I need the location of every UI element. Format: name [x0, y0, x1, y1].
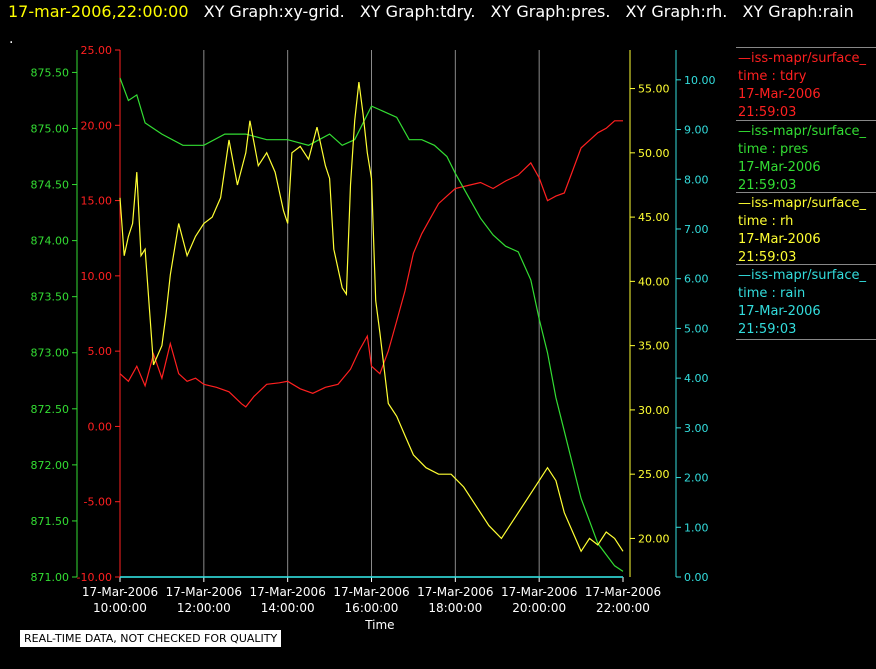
legend-pres: —iss-mapr/surface_ time : pres 17-Mar-20…	[736, 120, 876, 195]
x-tick-label-time: 14:00:00	[261, 601, 315, 615]
y-tick-label-rain: 7.00	[684, 223, 709, 236]
graph-title-rain: XY Graph:rain	[742, 2, 854, 21]
y-tick-label-tdry: -5.00	[84, 496, 112, 509]
y-tick-label-tdry: 20.00	[81, 119, 113, 132]
legend-separator	[736, 192, 876, 193]
legend-rh-var: time : rh	[738, 214, 794, 229]
legend-tdry-date: 17-Mar-2006	[738, 87, 821, 102]
x-tick-label-date: 17-Mar-2006	[501, 585, 577, 599]
legend-rain-date: 17-Mar-2006	[738, 304, 821, 319]
x-tick-label-time: 18:00:00	[428, 601, 482, 615]
y-tick-label-pres: 873.00	[31, 347, 70, 360]
y-tick-label-rain: 10.00	[684, 74, 716, 87]
legend-pres-time: 21:59:03	[738, 178, 797, 193]
y-tick-label-pres: 871.00	[31, 571, 70, 584]
legend-rh-time: 21:59:03	[738, 250, 797, 265]
y-tick-label-rain: 2.00	[684, 472, 709, 485]
y-tick-label-rh: 25.00	[638, 468, 670, 481]
x-tick-label-date: 17-Mar-2006	[333, 585, 409, 599]
y-tick-label-tdry: 25.00	[81, 44, 113, 57]
header-date: 17-mar-2006,22:00:00	[8, 2, 189, 21]
legend-rain-var: time : rain	[738, 286, 806, 301]
header-bar: 17-mar-2006,22:00:00 XY Graph:xy-grid. X…	[8, 2, 854, 21]
y-tick-label-rh: 55.00	[638, 83, 670, 96]
legend-tdry: —iss-mapr/surface_ time : tdry 17-Mar-20…	[736, 47, 876, 122]
x-tick-label-date: 17-Mar-2006	[249, 585, 325, 599]
x-tick-label-time: 12:00:00	[177, 601, 231, 615]
x-tick-label-date: 17-Mar-2006	[417, 585, 493, 599]
header-dot: .	[9, 31, 14, 47]
y-tick-label-tdry: 15.00	[81, 195, 113, 208]
y-tick-label-rain: 8.00	[684, 173, 709, 186]
y-tick-label-rain: 0.00	[684, 571, 709, 584]
graph-title-xy-grid: XY Graph:xy-grid.	[203, 2, 345, 21]
y-tick-label-rh: 50.00	[638, 147, 670, 160]
graph-title-pres: XY Graph:pres.	[490, 2, 611, 21]
y-tick-label-rain: 1.00	[684, 521, 709, 534]
legend-rain: —iss-mapr/surface_ time : rain 17-Mar-20…	[736, 264, 876, 340]
y-tick-label-rain: 5.00	[684, 322, 709, 335]
legend-tdry-var: time : tdry	[738, 69, 807, 84]
series-line-pres	[119, 77, 624, 572]
legend-separator	[736, 264, 876, 265]
x-tick-label-time: 10:00:00	[93, 601, 147, 615]
x-tick-label-time: 22:00:00	[596, 601, 650, 615]
y-tick-label-rh: 45.00	[638, 211, 670, 224]
y-tick-label-pres: 874.00	[31, 235, 70, 248]
legend-rh-date: 17-Mar-2006	[738, 232, 821, 247]
y-tick-label-rh: 40.00	[638, 275, 670, 288]
legend-separator	[736, 339, 876, 340]
graph-title-tdry: XY Graph:tdry.	[359, 2, 476, 21]
y-tick-label-tdry: 0.00	[88, 420, 113, 433]
y-tick-label-rain: 6.00	[684, 273, 709, 286]
y-tick-label-pres: 871.50	[31, 515, 70, 528]
y-tick-label-rh: 30.00	[638, 404, 670, 417]
y-tick-label-tdry: -10.00	[77, 571, 112, 584]
legend-rain-time: 21:59:03	[738, 322, 797, 337]
y-tick-label-pres: 873.50	[31, 291, 70, 304]
legend-rh: —iss-mapr/surface_ time : rh 17-Mar-2006…	[736, 192, 876, 267]
x-tick-label-time: 20:00:00	[512, 601, 566, 615]
y-tick-label-tdry: 5.00	[88, 345, 113, 358]
y-tick-label-tdry: 10.00	[81, 270, 113, 283]
legend-tdry-title: —iss-mapr/surface_	[738, 51, 867, 66]
y-tick-label-pres: 875.50	[31, 66, 70, 79]
legend-rain-title: —iss-mapr/surface_	[738, 268, 867, 283]
x-tick-label-date: 17-Mar-2006	[585, 585, 661, 599]
legend-separator	[736, 120, 876, 121]
x-tick-label-date: 17-Mar-2006	[166, 585, 242, 599]
legend-rh-title: —iss-mapr/surface_	[738, 196, 867, 211]
y-tick-label-pres: 872.50	[31, 403, 70, 416]
legend-pres-var: time : pres	[738, 142, 809, 157]
x-axis-label: Time	[364, 618, 394, 632]
y-tick-label-rain: 3.00	[684, 422, 709, 435]
legend-pres-date: 17-Mar-2006	[738, 160, 821, 175]
y-tick-label-pres: 874.50	[31, 179, 70, 192]
graph-title-rh: XY Graph:rh.	[625, 2, 728, 21]
y-tick-label-rain: 9.00	[684, 124, 709, 137]
x-tick-label-time: 16:00:00	[345, 601, 399, 615]
y-tick-label-rain: 4.00	[684, 372, 709, 385]
legend-separator	[736, 47, 876, 48]
y-tick-label-pres: 872.00	[31, 459, 70, 472]
quality-disclaimer: REAL-TIME DATA, NOT CHECKED FOR QUALITY	[20, 630, 282, 647]
series-line-tdry	[119, 120, 623, 408]
y-tick-label-rh: 35.00	[638, 340, 670, 353]
x-tick-label-date: 17-Mar-2006	[82, 585, 158, 599]
y-tick-label-pres: 875.00	[31, 122, 70, 135]
y-tick-label-rh: 20.00	[638, 532, 670, 545]
series-line-rh	[119, 82, 624, 553]
legend-pres-title: —iss-mapr/surface_	[738, 124, 867, 139]
legend-tdry-time: 21:59:03	[738, 105, 797, 120]
